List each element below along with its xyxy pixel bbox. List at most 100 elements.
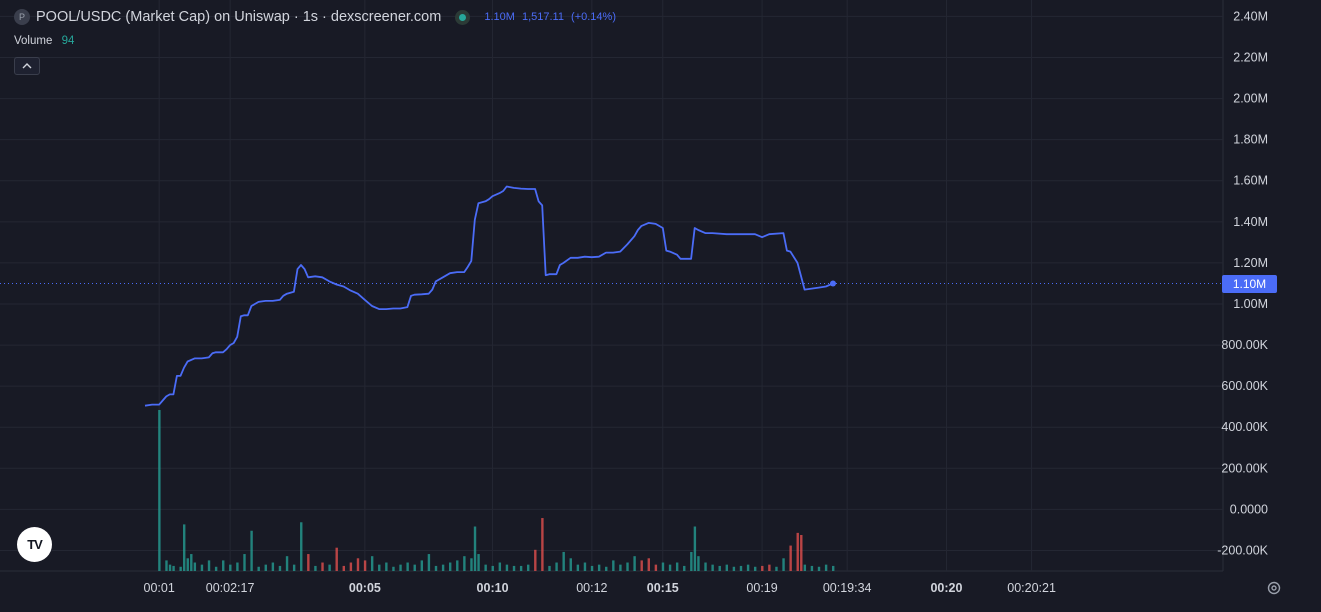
volume-bar xyxy=(413,564,416,571)
y-tick-label: 0.0000 xyxy=(1230,502,1268,516)
volume-bar xyxy=(229,564,232,571)
volume-bar xyxy=(473,526,477,571)
volume-bar xyxy=(214,566,218,571)
volume-bar xyxy=(739,565,743,571)
volume-bar xyxy=(250,530,253,571)
volume-bar xyxy=(626,562,629,571)
price-axis[interactable]: 2.40M 2.20M 2.00M 1.80M 1.60M 1.40M 1.20M 1.00M… xyxy=(1217,9,1268,557)
collapse-legend-button[interactable] xyxy=(14,57,40,75)
volume-bar xyxy=(484,564,487,571)
volume-bar xyxy=(725,564,729,571)
x-tick-label: 00:05 xyxy=(349,581,381,595)
volume-bar xyxy=(590,565,594,571)
volume-bar xyxy=(832,565,835,571)
tradingview-logo[interactable]: TV xyxy=(17,527,52,562)
volume-bar xyxy=(800,534,803,571)
volume-bar xyxy=(243,554,246,571)
volume-bar xyxy=(519,565,523,571)
y-tick-label: 2.20M xyxy=(1233,51,1268,65)
y-tick-label: 2.40M xyxy=(1233,9,1268,23)
volume-bar xyxy=(285,556,289,571)
volume-bar xyxy=(378,564,381,571)
last-value: 1.10M xyxy=(484,11,515,23)
volume-legend: Volume 94 xyxy=(14,35,74,47)
volume-bar xyxy=(236,562,239,571)
volume-bar xyxy=(370,556,374,571)
volume-bar xyxy=(768,564,771,571)
last-price-label: 1.10M xyxy=(1222,275,1277,293)
volume-bar xyxy=(640,560,643,571)
volume-bar xyxy=(427,554,431,571)
volume-bar xyxy=(541,518,544,571)
market-status-icon xyxy=(455,9,471,25)
volume-bar xyxy=(534,549,537,571)
volume-bar xyxy=(753,566,757,571)
volume-bar xyxy=(264,564,267,571)
last-point-marker xyxy=(830,280,836,287)
volume-bar xyxy=(718,565,721,571)
volume-bar xyxy=(463,556,466,571)
volume-bar xyxy=(746,564,750,571)
x-tick-label: 00:20:21 xyxy=(1007,581,1056,595)
y-tick-label: 1.40M xyxy=(1233,215,1268,229)
volume-bar xyxy=(314,565,317,571)
y-tick-label: 600.00K xyxy=(1221,379,1268,393)
volume-bar xyxy=(172,565,175,571)
volume-bar xyxy=(207,560,211,571)
volume-bar xyxy=(527,564,530,571)
volume-bar xyxy=(363,560,367,571)
volume-bar xyxy=(576,564,580,571)
volume-bar xyxy=(569,558,572,571)
time-axis[interactable]: 00:01 00:02:17 00:05 00:10 00:12 00:15 00:19 00… xyxy=(144,581,1056,595)
y-tick-label: 200.00K xyxy=(1221,461,1268,475)
volume-bar xyxy=(356,558,360,571)
volume-bar xyxy=(335,547,338,571)
volume-bar xyxy=(732,566,736,571)
volume-bar xyxy=(697,556,700,571)
volume-bar xyxy=(491,565,494,571)
change-pct: (+0.14%) xyxy=(571,11,616,23)
volume-bar xyxy=(803,564,807,571)
volume-bar xyxy=(817,566,821,571)
chevron-up-icon xyxy=(22,63,32,69)
volume-bar xyxy=(498,562,502,571)
volume-bar xyxy=(441,564,445,571)
volume-bar xyxy=(704,562,707,571)
volume-bar xyxy=(775,566,778,571)
price-line xyxy=(0,185,1223,407)
grid xyxy=(0,0,1223,571)
volume-bar xyxy=(200,564,204,571)
volume-bar xyxy=(158,410,161,571)
ohlc-values: 1.10M 1,517.11 (+0.14%) xyxy=(484,11,620,23)
x-tick-label: 00:20 xyxy=(930,581,962,595)
volume-bar xyxy=(505,564,509,571)
y-tick-label: -200.00K xyxy=(1217,543,1268,557)
volume-bar xyxy=(675,562,679,571)
volume-bar xyxy=(165,560,168,571)
volume-bar xyxy=(179,566,182,571)
volume-bar xyxy=(711,564,714,571)
volume-bar xyxy=(406,562,409,571)
volume-bar xyxy=(190,554,193,571)
volume-bar xyxy=(399,564,402,571)
volume-bar xyxy=(448,562,452,571)
volume-bar xyxy=(168,564,172,571)
volume-bar xyxy=(668,564,672,571)
volume-bar xyxy=(782,558,785,571)
logo-text: TV xyxy=(27,537,43,552)
y-tick-label: 1.80M xyxy=(1233,133,1268,147)
y-tick-label: 400.00K xyxy=(1221,420,1268,434)
volume-bar xyxy=(683,565,686,571)
volume-bar xyxy=(193,562,197,571)
chart-title: POOL/USDC (Market Cap) on Uniswap · 1s ·… xyxy=(36,9,442,25)
volume-bar xyxy=(548,565,551,571)
settings-button[interactable] xyxy=(1264,578,1284,598)
volume-bar xyxy=(342,565,345,571)
volume-bar xyxy=(470,558,473,571)
volume-bar xyxy=(420,560,424,571)
volume-bar xyxy=(562,551,565,571)
volume-bar xyxy=(186,558,189,571)
volume-bar xyxy=(824,564,828,571)
